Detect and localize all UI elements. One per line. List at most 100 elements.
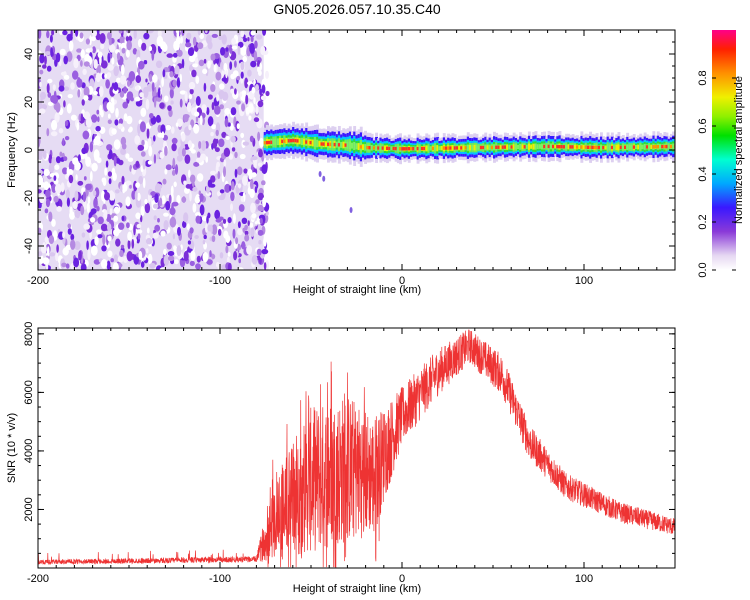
noise-blob (141, 42, 147, 51)
noise-blob (171, 169, 176, 176)
noise-blob (56, 244, 59, 253)
noise-blob (227, 262, 232, 270)
noise-blob (222, 218, 227, 224)
signal-band-cell (519, 143, 523, 150)
noise-blob (106, 73, 111, 79)
noise-blob (70, 233, 75, 241)
noise-blob (96, 65, 101, 75)
noise-blob (256, 34, 263, 40)
signal-band-cell (617, 144, 621, 151)
noise-blob (236, 123, 240, 130)
signal-band-cell (582, 144, 586, 150)
noise-blob (113, 206, 120, 213)
signal-peak-cell (399, 147, 402, 151)
y-tick-label: 40 (23, 48, 35, 60)
signal-peak-cell (663, 144, 667, 149)
signal-peak-cell (442, 146, 446, 150)
noise-blob (93, 59, 98, 69)
noise-blob (199, 115, 203, 126)
signal-peak-cell (589, 145, 592, 149)
noise-blob (250, 60, 257, 68)
noise-blob (96, 205, 100, 212)
noise-blob (183, 250, 189, 262)
noise-blob (91, 162, 98, 172)
noise-blob (135, 75, 142, 84)
noise-blob (72, 157, 79, 166)
noise-blob (157, 30, 162, 38)
noise-blob (214, 147, 220, 153)
snr-panel: -200 -100 0 100 2000 4000 6000 8000 Height of s… (6, 322, 676, 595)
noise-blob (143, 60, 148, 65)
noise-blob (242, 55, 248, 63)
noise-blob (126, 115, 133, 125)
noise-blob (44, 51, 51, 56)
noise-blob (58, 128, 64, 134)
noise-blob (240, 196, 245, 202)
noise-blob (201, 140, 207, 151)
noise-blob (187, 140, 193, 149)
signal-band-cell (606, 144, 610, 151)
noise-blob (44, 55, 47, 65)
noise-blob (259, 217, 263, 225)
noise-blob (185, 184, 192, 189)
noise-blob (62, 247, 69, 256)
noise-blob (189, 191, 192, 202)
signal-band-cell (650, 144, 654, 150)
noise-blob (232, 213, 236, 224)
noise-blob (119, 90, 125, 98)
noise-blob (65, 263, 70, 269)
signal-band-cell (475, 144, 479, 151)
noise-blob (135, 182, 141, 189)
noise-blob (115, 107, 119, 118)
noise-blob (234, 88, 237, 95)
noise-blob (253, 50, 258, 61)
noise-blob (257, 204, 265, 212)
noise-blob (202, 68, 208, 75)
noise-blob (231, 147, 236, 152)
noise-blob (172, 79, 177, 87)
noise-blob (170, 185, 174, 196)
signal-peak-cell (359, 145, 363, 149)
noise-blob (261, 180, 266, 186)
signal-band-cell (630, 144, 634, 150)
noise-blob (265, 90, 270, 97)
noise-blob (137, 233, 141, 240)
noise-blob (125, 35, 133, 43)
noise-blob (244, 224, 249, 231)
noise-blob (207, 94, 213, 100)
noise-blob (46, 128, 50, 137)
signal-peak-cell (416, 146, 420, 151)
signal-peak-cell (377, 146, 381, 150)
noise-blob (184, 154, 191, 164)
signal-peak-cell (320, 142, 324, 146)
noise-blob (230, 191, 235, 202)
noise-blob (76, 122, 80, 131)
signal-peak-cell (281, 139, 285, 144)
noise-blob (155, 114, 161, 123)
noise-blob (176, 245, 182, 257)
signal-peak-cell (584, 145, 588, 149)
noise-blob (250, 202, 256, 214)
signal-band-cell (285, 137, 289, 144)
noise-blob (51, 95, 59, 105)
snr-y-label: SNR (10 * v/v) (6, 413, 18, 483)
noise-blob (248, 103, 254, 113)
noise-blob (93, 197, 98, 209)
noise-blob (190, 250, 196, 261)
signal-band-cell (637, 144, 640, 150)
noise-blob (63, 74, 70, 80)
noise-blob (48, 211, 53, 222)
signal-band-cell (362, 144, 365, 151)
noise-blob (107, 119, 112, 125)
noise-blob (48, 163, 55, 173)
signal-band-cell (274, 138, 278, 146)
signal-band-cell (641, 144, 645, 150)
noise-blob (80, 113, 84, 125)
noise-blob (136, 223, 142, 229)
noise-blob (85, 117, 92, 128)
noise-blob (122, 187, 126, 194)
noise-blob (73, 257, 80, 268)
noise-blob (53, 195, 59, 203)
noise-blob (258, 239, 262, 245)
